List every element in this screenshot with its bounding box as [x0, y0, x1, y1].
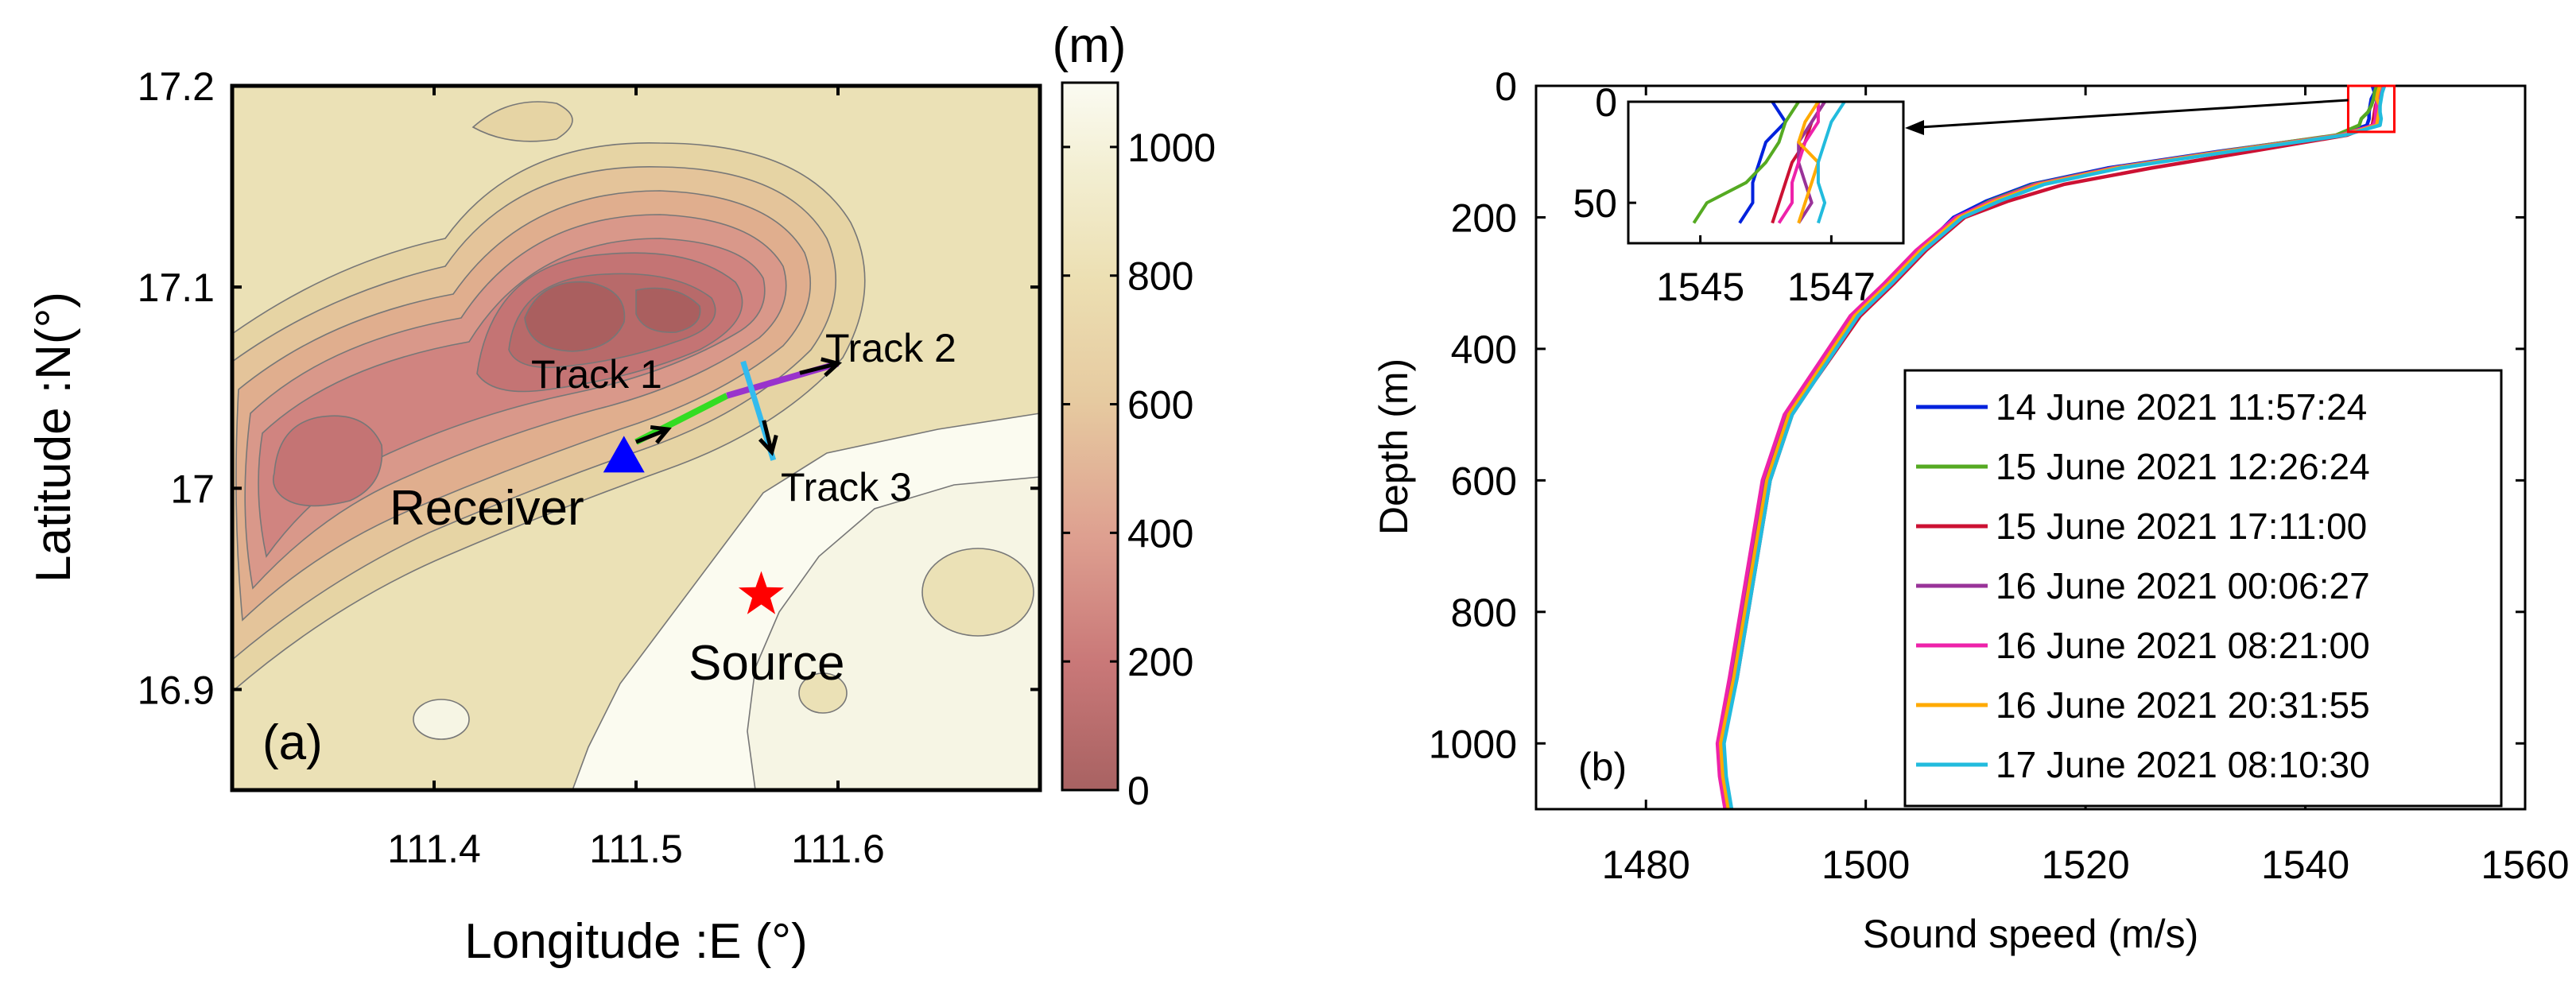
- map-ticks: [232, 84, 1040, 790]
- inset-x-tick-label: 1547: [1787, 265, 1876, 309]
- colorbar-ticks: [1062, 145, 1118, 792]
- map-y-axis-label: Latitude :N(°): [26, 292, 81, 583]
- sound-speed-profile-panel: 1480 1500 1520 1540 1560 0 200 400 600 800 1000 So…: [1371, 64, 2570, 956]
- map-x-tick-label: 111.5: [589, 827, 683, 871]
- track-1-arrow: [635, 424, 672, 444]
- profile-x-tick-label: 1520: [2041, 843, 2129, 887]
- receiver-triangle-marker: [603, 436, 645, 473]
- source-label: Source: [689, 636, 844, 691]
- profile-x-tick-label: 1480: [1602, 843, 1690, 887]
- profile-y-tick-label: 0: [1495, 64, 1517, 109]
- bathymetry-contours: [232, 86, 1040, 790]
- legend-box: [1903, 369, 2503, 808]
- zoom-pointer-arrow: [1920, 99, 2349, 129]
- profile-y-axis-label: Depth (m): [1371, 358, 1416, 535]
- inset-plot-area: [1628, 102, 1903, 243]
- profile-y-tick-label: 400: [1451, 327, 1517, 372]
- track-3-arrow: [758, 420, 778, 456]
- legend-entry-label: 16 June 2021 20:31:55: [1996, 684, 2370, 726]
- colorbar-tick-label: 400: [1127, 511, 1193, 556]
- colorbar-tick-label: 600: [1127, 383, 1193, 428]
- legend-entry-label: 14 June 2021 11:57:24: [1996, 386, 2367, 428]
- receiver-label: Receiver: [390, 481, 584, 536]
- map-y-tick-label: 16.9: [138, 668, 215, 712]
- colorbar-tick-label: 0: [1127, 769, 1150, 813]
- inset-x-tick-label: 1545: [1656, 265, 1744, 309]
- legend-entry-label: 15 June 2021 12:26:24: [1996, 446, 2370, 487]
- zoom-pointer-arrowhead: [1905, 120, 1924, 135]
- zoom-highlight-box: [2346, 84, 2396, 134]
- track-3-label: Track 3: [781, 465, 912, 509]
- panel-b-label: (b): [1578, 745, 1627, 789]
- map-y-tick-labels: 17.2 17.1 17 16.9: [138, 64, 215, 712]
- map-x-tick-label: 111.6: [791, 827, 885, 871]
- source-star-marker: [738, 571, 784, 614]
- profile-frame: [1534, 84, 2527, 811]
- inset-series-line: [1777, 102, 1820, 224]
- panel-a-label: (a): [262, 715, 323, 770]
- inset-ticks: [1628, 100, 1833, 243]
- profile-series-line: [1722, 85, 2387, 810]
- colorbar-tick-label: 200: [1127, 640, 1193, 684]
- map-y-tick-label: 17: [170, 467, 215, 511]
- profile-x-tick-label: 1560: [2481, 843, 2569, 887]
- colorbar-tick-labels: 1000 800 600 400 200 0: [1127, 126, 1216, 813]
- profile-x-tick-label: 1500: [1821, 843, 1910, 887]
- legend-entry-label: 15 June 2021 17:11:00: [1996, 506, 2367, 547]
- map-x-axis-label: Longitude :E (°): [464, 914, 808, 969]
- profile-y-tick-label: 200: [1451, 196, 1517, 240]
- legend-entry-label: 16 June 2021 08:21:00: [1996, 625, 2370, 666]
- inset-series-line: [1816, 100, 1846, 224]
- profile-y-tick-label: 600: [1451, 459, 1517, 503]
- inset-y-tick-label: 50: [1573, 181, 1617, 226]
- legend-entry-label: 17 June 2021 08:10:30: [1996, 744, 2370, 785]
- track-1-label: Track 1: [531, 352, 662, 397]
- colorbar-unit-label: (m): [1053, 18, 1127, 73]
- inset-y-tick-label: 0: [1595, 80, 1617, 125]
- map-y-tick-label: 17.1: [138, 265, 215, 310]
- inset-frame: [1627, 100, 1905, 245]
- inset-tick-labels: 1545 1547 0 50: [1573, 80, 1876, 309]
- legend-entries: 14 June 2021 11:57:24 15 June 2021 12:26:…: [1916, 386, 2370, 785]
- profile-lines: [1715, 85, 2387, 810]
- profile-y-tick-label: 1000: [1429, 722, 1517, 766]
- legend-entry-label: 16 June 2021 00:06:27: [1996, 565, 2370, 606]
- map-x-tick-label: 111.4: [387, 827, 481, 871]
- profile-series-line: [1715, 86, 2382, 810]
- profile-x-tick-label: 1540: [2261, 843, 2349, 887]
- track-2-arrow: [799, 357, 843, 378]
- colorbar-tick-label: 800: [1127, 254, 1193, 299]
- map-x-tick-labels: 111.4 111.5 111.6: [387, 827, 885, 871]
- profile-legend: 14 June 2021 11:57:24 15 June 2021 12:26:…: [1903, 369, 2503, 808]
- profile-ticks: [1536, 84, 2527, 809]
- profile-y-tick-label: 800: [1451, 591, 1517, 635]
- depth-colorbar: 1000 800 600 400 200 0 (m): [1053, 18, 1216, 813]
- colorbar-tick-label: 1000: [1127, 126, 1216, 170]
- map-y-tick-label: 17.2: [138, 64, 215, 109]
- profile-x-axis-label: Sound speed (m/s): [1863, 912, 2198, 956]
- profile-tick-labels: 1480 1500 1520 1540 1560 0 200 400 600 800 1000: [1429, 64, 2570, 887]
- colorbar-gradient: [1061, 81, 1119, 792]
- inset-lines: [1692, 100, 1846, 224]
- track-2-label: Track 2: [825, 326, 956, 370]
- bathymetry-map-panel: 111.4 111.5 111.6 17.2 17.1 17 16.9 Long…: [26, 64, 1042, 969]
- inset-series-line: [1692, 100, 1800, 224]
